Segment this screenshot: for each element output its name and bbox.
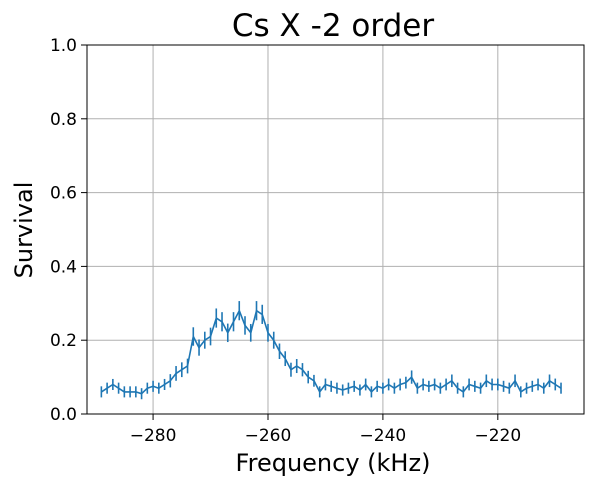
plot-frame <box>86 44 585 415</box>
x-tick-label: −280 <box>130 426 177 446</box>
y-tick-label: 0.8 <box>50 110 77 130</box>
y-tick-label: 0.0 <box>50 405 77 425</box>
y-tick-label: 1.0 <box>50 36 77 56</box>
y-tick-label: 0.6 <box>50 184 77 204</box>
x-tick-label: −260 <box>245 426 292 446</box>
x-axis-label: Frequency (kHz) <box>236 449 431 477</box>
x-tick-label: −240 <box>360 426 407 446</box>
series-layer <box>100 301 562 400</box>
x-tick-label: −220 <box>474 426 521 446</box>
chart-title: Cs X -2 order <box>232 8 434 44</box>
y-tick-label: 0.2 <box>50 331 77 351</box>
x-axis: −280 −260 −240 −220 <box>130 414 521 446</box>
y-tick-label: 0.4 <box>50 257 77 277</box>
y-axis-label: Survival <box>10 182 38 279</box>
y-axis: 0.0 0.2 0.4 0.6 0.8 1.0 <box>50 36 87 425</box>
